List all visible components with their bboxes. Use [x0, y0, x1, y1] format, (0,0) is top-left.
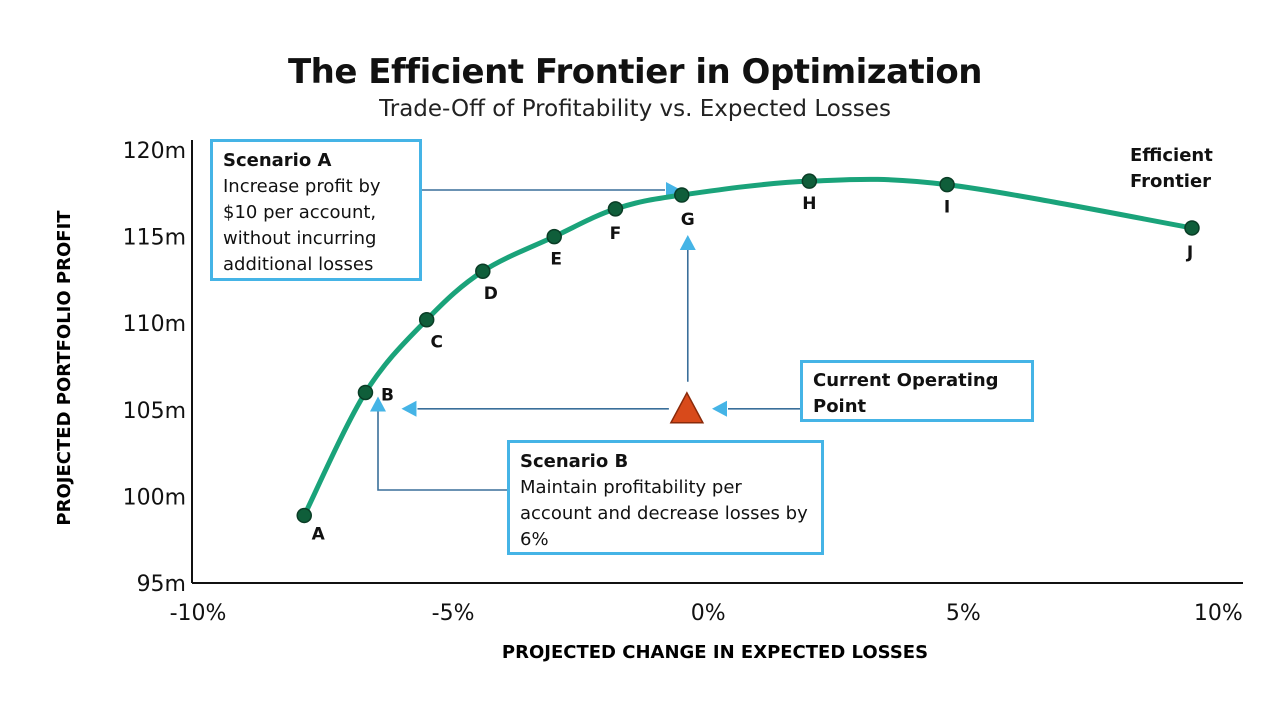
scenario-a-arrow-head	[666, 182, 681, 198]
frontier-point-i	[939, 176, 955, 193]
frontier-point-f	[607, 201, 624, 217]
scenario-b-callout: Scenario B Maintain profitability per ac…	[507, 440, 824, 555]
y-tick-label: 110m	[123, 312, 186, 337]
x-tick-label: -10%	[170, 601, 227, 626]
frontier-point-a	[296, 507, 312, 524]
x-tick-label: 5%	[946, 601, 981, 626]
x-tick-label: 10%	[1194, 601, 1243, 626]
horizontal-arrow-head	[401, 400, 417, 417]
frontier-label: Efficient Frontier	[1130, 145, 1213, 192]
x-tick-label: 0%	[691, 601, 726, 626]
x-axis-label: PROJECTED CHANGE IN EXPECTED LOSSES	[502, 642, 928, 663]
point-label-g: G	[681, 210, 695, 230]
point-label-a: A	[312, 524, 326, 544]
x-tick-label: -5%	[432, 601, 475, 626]
scenario-a-text: Increase profit by $10 per account, with…	[223, 176, 381, 275]
point-label-b: B	[381, 385, 394, 405]
y-axis-label: PROJECTED PORTFOLIO PROFIT	[54, 210, 75, 526]
axes	[191, 140, 1243, 584]
y-tick-label: 105m	[123, 399, 186, 424]
current-point-callout: Current Operating Point	[800, 360, 1034, 422]
chart-title: The Efficient Frontier in Optimization	[287, 52, 983, 92]
current-point-text: Current Operating Point	[813, 370, 999, 417]
tick-labels: 95m 100m 105m 110m 115m 120m -10% -5% 0% 5% 10%	[123, 139, 1243, 626]
scenario-b-arrow-line	[377, 410, 507, 491]
point-label-h: H	[802, 194, 816, 214]
scenario-b-arrow-head	[370, 396, 386, 412]
chart-subtitle: Trade-Off of Profitability vs. Expected …	[379, 96, 891, 122]
current-callout-arrow-head	[712, 400, 727, 417]
frontier-point-h	[801, 173, 818, 189]
point-label-d: D	[484, 284, 498, 304]
scenario-a-title: Scenario A	[223, 150, 332, 171]
current-operating-point-triangle	[669, 391, 705, 424]
frontier-points	[296, 173, 1200, 524]
scenario-a-callout: Scenario A Increase profit by $10 per ac…	[210, 139, 422, 281]
point-label-e: E	[550, 250, 562, 270]
point-label-j: J	[1186, 243, 1193, 263]
point-label-i: I	[944, 198, 950, 218]
scenario-b-text: Maintain profitability per account and d…	[520, 477, 808, 550]
frontier-point-e	[546, 228, 562, 245]
annotation-arrows	[370, 182, 800, 491]
point-label-f: F	[610, 224, 622, 244]
y-tick-label: 100m	[123, 485, 186, 510]
frontier-point-g	[674, 187, 690, 203]
frontier-point-b	[357, 384, 374, 401]
current-point	[669, 391, 705, 424]
point-label-c: C	[430, 333, 442, 353]
scenario-b-title: Scenario B	[520, 451, 629, 472]
y-tick-label: 95m	[137, 572, 186, 597]
frontier-point-c	[418, 311, 435, 328]
y-tick-label: 115m	[123, 226, 186, 251]
frontier-point-d	[475, 263, 491, 279]
point-labels: A B C D E F G H I J	[312, 194, 1193, 544]
y-tick-label: 120m	[123, 139, 186, 164]
vertical-arrow-head	[679, 235, 696, 251]
frontier-point-j	[1184, 220, 1200, 236]
